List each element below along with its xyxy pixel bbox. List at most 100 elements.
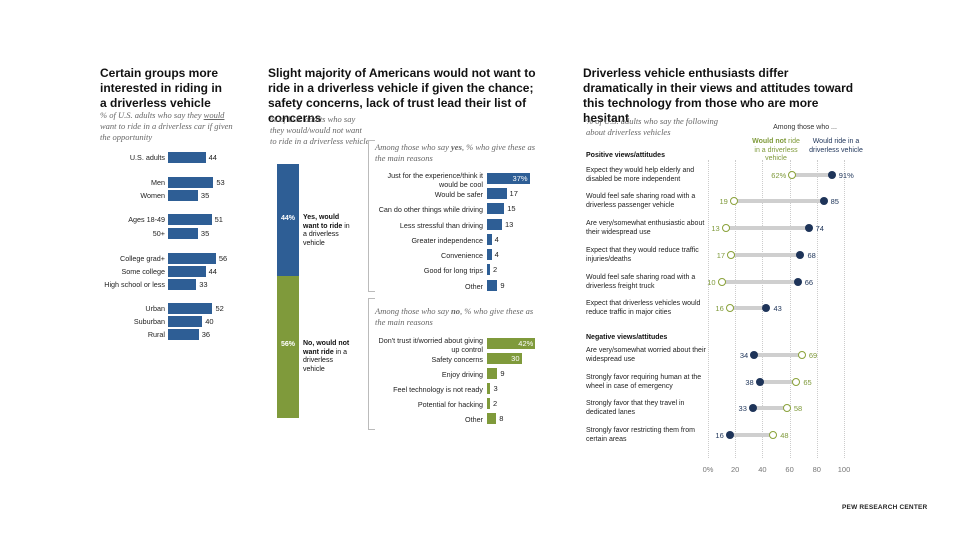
middle-chart-title: Slight majority of Americans would not w…	[268, 66, 536, 125]
would-ride-dot	[793, 278, 802, 286]
left-bar	[168, 177, 214, 188]
middle-chart-subtitle: % of U.S. adults who say they would/woul…	[270, 114, 370, 146]
reason-label: Other	[465, 415, 483, 424]
left-bar-value: 33	[199, 280, 208, 289]
axis-tick-label: 20	[731, 465, 740, 474]
not-ride-value: 48	[780, 430, 789, 440]
would-ride-value: 34	[739, 350, 749, 360]
would-ride-value: 91%	[838, 170, 854, 180]
reason-label: Just for the experience/think it would b…	[387, 171, 483, 189]
would-ride-value: 38	[745, 377, 754, 387]
reason-bar	[487, 338, 536, 349]
not-ride-dot	[727, 251, 736, 259]
reason-label: Convenience	[441, 251, 483, 260]
left-bar	[168, 190, 198, 201]
left-bar-value: 53	[216, 178, 225, 187]
grid-line	[844, 160, 845, 458]
no-stack-segment	[277, 276, 299, 418]
axis-tick-label: 0%	[702, 465, 714, 474]
not-ride-value: 65	[803, 377, 812, 387]
dumbbell-row-label: Expect that they would reduce traffic in…	[586, 247, 699, 263]
no-bracket	[368, 298, 375, 430]
positive-section-head: Positive views/attitudes	[586, 152, 665, 159]
not-ride-value: 17	[716, 250, 726, 260]
grid-line	[789, 160, 791, 458]
dumbbell-connector	[731, 253, 801, 257]
right-chart-title: Driverless vehicle enthusiasts differ dr…	[583, 66, 854, 125]
left-bar	[168, 316, 203, 327]
not-ride-value: 62%	[771, 170, 787, 180]
not-ride-dot	[788, 171, 797, 179]
left-bar-value: 56	[218, 254, 228, 263]
reason-label: Good for long trips	[423, 266, 483, 275]
reason-label: Safety concerns	[431, 355, 483, 364]
dumbbell-row-label: Strongly favor requiring human at the wh…	[586, 374, 702, 390]
not-ride-dot	[797, 351, 806, 359]
no-pct: 56%	[280, 341, 295, 348]
dumbbell-row-label: Strongly favor restricting them from cer…	[586, 427, 695, 443]
reason-label: Less stressful than driving	[399, 221, 483, 230]
reason-value: 15	[507, 204, 516, 213]
reason-label: Other	[465, 282, 483, 291]
dumbbell-row-label: Strongly favor that they travel in dedic…	[586, 400, 685, 416]
not-ride-dot	[717, 278, 726, 286]
col-header-not: Would not ride in a driverless vehicle	[752, 138, 800, 162]
reason-value: 2	[493, 399, 498, 408]
yes-bracket	[368, 140, 375, 292]
dumbbell-connector	[792, 173, 832, 177]
would-ride-dot	[748, 404, 757, 412]
left-bar	[168, 253, 216, 264]
reason-label: Potential for hacking	[417, 400, 483, 409]
left-bar-value: 35	[200, 191, 210, 200]
reason-bar	[487, 353, 522, 364]
reason-value: 30	[511, 354, 520, 363]
axis-tick-label: 40	[758, 465, 767, 474]
yes-label: Yes, would want to ride in a driverless …	[303, 214, 350, 247]
would-ride-dot	[762, 304, 771, 312]
reason-value: 4	[494, 250, 499, 259]
left-bar-value: 35	[200, 229, 210, 238]
reason-label: Feel technology is not ready	[393, 385, 483, 394]
would-ride-value: 68	[807, 250, 816, 260]
reason-bar	[487, 264, 490, 275]
reason-value: 8	[499, 414, 504, 423]
not-ride-value: 13	[711, 223, 720, 233]
yes-stack-segment	[277, 164, 299, 276]
left-bar-value: 44	[208, 153, 217, 162]
yes-reasons-subtitle: Among those who say yes, % who give thes…	[375, 142, 536, 163]
would-ride-dot	[819, 197, 828, 205]
left-chart-title: Certain groups more interested in riding…	[100, 66, 223, 110]
reason-bar	[487, 383, 491, 394]
left-bar	[168, 329, 199, 340]
left-bar	[168, 214, 212, 225]
reason-value: 2	[493, 265, 498, 274]
left-bar	[168, 279, 197, 290]
left-bar-value: 40	[205, 317, 214, 326]
reason-value: 13	[504, 220, 514, 229]
left-bar-label: College grad+	[120, 254, 165, 263]
not-ride-value: 10	[707, 277, 716, 287]
dumbbell-connector	[733, 199, 824, 203]
would-ride-value: 43	[773, 303, 782, 313]
not-ride-dot	[729, 197, 738, 205]
reason-value: 4	[494, 235, 499, 244]
dumbbell-connector	[725, 226, 809, 230]
reason-value: 9	[500, 369, 505, 378]
left-bar-value: 44	[208, 267, 217, 276]
reason-bar	[487, 203, 505, 214]
not-ride-value: 16	[715, 303, 724, 313]
would-ride-value: 33	[738, 403, 747, 413]
no-reasons-subtitle: Among those who say no, % who give these…	[375, 306, 534, 327]
would-ride-value: 66	[804, 277, 814, 287]
reason-value: 42%	[518, 339, 534, 348]
not-ride-dot	[782, 404, 791, 412]
not-ride-dot	[792, 378, 801, 386]
left-bar	[168, 266, 206, 277]
left-bar-label: Ages 18-49	[128, 215, 165, 224]
dumbbell-connector	[754, 353, 802, 357]
would-ride-value: 74	[815, 223, 824, 233]
left-bar	[168, 303, 213, 314]
left-bar-value: 36	[201, 330, 211, 339]
reason-bar	[487, 234, 492, 245]
reason-label: Would be safer	[434, 190, 483, 199]
